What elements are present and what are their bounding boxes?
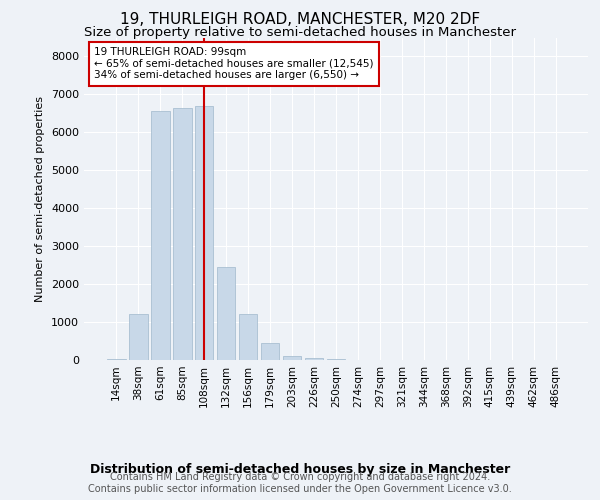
Bar (326, 359, 346, 360)
Bar (239, 314, 257, 360)
Y-axis label: Number of semi-detached properties: Number of semi-detached properties (35, 96, 46, 302)
Bar (283, 356, 301, 360)
Text: Contains HM Land Registry data © Crown copyright and database right 2024.
Contai: Contains HM Land Registry data © Crown c… (88, 472, 512, 494)
Bar (151, 112, 170, 360)
Bar (195, 106, 214, 360)
Text: Distribution of semi-detached houses by size in Manchester: Distribution of semi-detached houses by … (90, 462, 510, 475)
Bar (173, 108, 191, 360)
Bar (305, 358, 323, 360)
Bar (107, 359, 125, 360)
Bar (261, 343, 280, 360)
Text: Size of property relative to semi-detached houses in Manchester: Size of property relative to semi-detach… (84, 26, 516, 39)
Bar (217, 267, 235, 360)
Text: 19 THURLEIGH ROAD: 99sqm
← 65% of semi-detached houses are smaller (12,545)
34% : 19 THURLEIGH ROAD: 99sqm ← 65% of semi-d… (94, 47, 374, 80)
Text: 19, THURLEIGH ROAD, MANCHESTER, M20 2DF: 19, THURLEIGH ROAD, MANCHESTER, M20 2DF (120, 12, 480, 28)
Bar (129, 314, 148, 360)
